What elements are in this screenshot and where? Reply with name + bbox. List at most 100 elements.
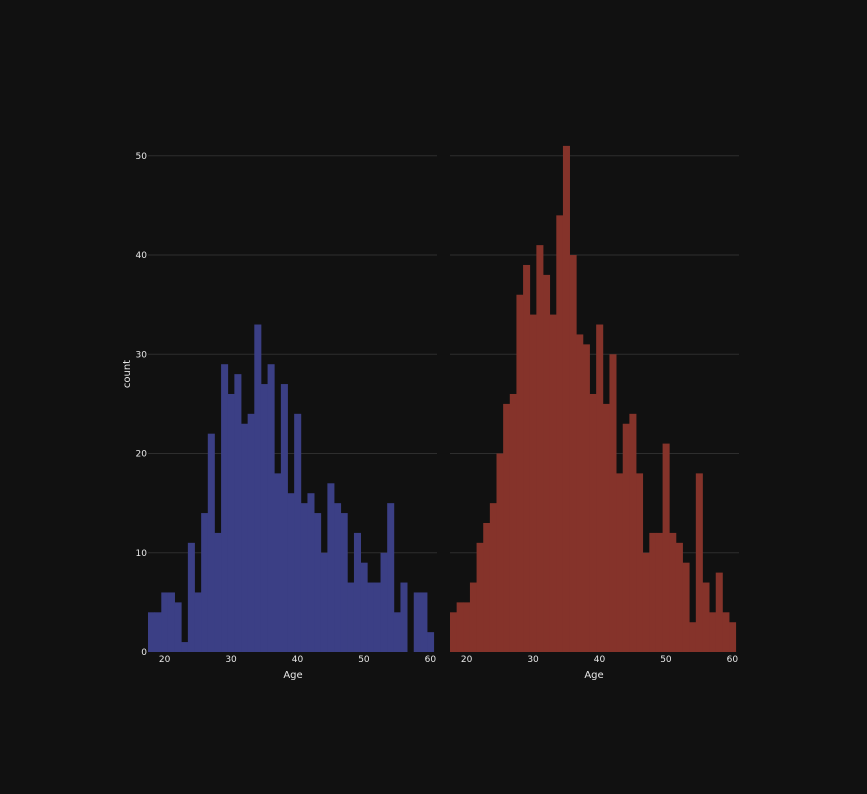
right-bars [450, 145, 737, 653]
right-x-tick-20: 20 [461, 655, 473, 665]
right-bar-age-57 [709, 612, 717, 652]
right-bar-age-27 [509, 393, 517, 652]
left-bar-age-21 [167, 592, 175, 652]
left-x-tick-50: 50 [358, 655, 370, 665]
left-bar-age-39 [287, 493, 295, 652]
left-bar-age-44 [320, 552, 328, 652]
right-bar-age-26 [503, 403, 511, 652]
left-bar-age-38 [280, 384, 288, 652]
right-bar-age-21 [469, 582, 477, 652]
left-bar-age-35 [260, 384, 268, 652]
left-bar-age-58 [413, 592, 421, 652]
right-bar-age-46 [636, 473, 644, 652]
left-bar-age-31 [234, 374, 242, 652]
right-bar-age-32 [543, 274, 551, 652]
right-bar-age-42 [609, 354, 617, 652]
right-bar-age-52 [675, 542, 683, 652]
right-bar-age-47 [642, 552, 650, 652]
left-bar-age-46 [334, 503, 342, 652]
left-bar-age-52 [373, 582, 381, 652]
left-bar-age-56 [400, 582, 408, 652]
left-bar-age-54 [387, 503, 395, 652]
right-bar-age-59 [722, 612, 730, 652]
left-y-tick-20: 20 [136, 450, 148, 460]
left-bar-age-19 [154, 612, 162, 652]
left-bar-age-43 [314, 513, 322, 652]
right-bar-age-35 [562, 145, 570, 652]
right-x-tick-60: 60 [727, 655, 739, 665]
left-x-tick-20: 20 [159, 655, 171, 665]
left-bar-age-49 [353, 532, 361, 652]
left-bar-age-42 [307, 493, 315, 652]
left-bar-age-25 [194, 592, 202, 652]
subplot-left: 20 30 40 50 60 0 10 20 30 40 50 Age count [122, 152, 437, 681]
right-bar-age-49 [655, 532, 663, 652]
left-x-tick-labels: 20 30 40 50 60 [159, 655, 436, 665]
right-bar-age-29 [523, 264, 531, 652]
left-bar-age-40 [294, 413, 302, 652]
left-x-axis-label: Age [283, 670, 302, 681]
left-bar-age-45 [327, 483, 335, 652]
right-bar-age-25 [496, 453, 504, 652]
right-bar-age-33 [549, 314, 557, 652]
right-bar-age-54 [689, 622, 697, 652]
right-bar-age-30 [529, 314, 537, 652]
left-bar-age-47 [340, 513, 348, 652]
right-bar-age-22 [476, 542, 484, 652]
left-bar-age-30 [227, 393, 235, 652]
left-y-tick-30: 30 [136, 350, 148, 360]
left-bar-age-59 [420, 592, 428, 652]
right-bar-age-28 [516, 294, 524, 652]
right-bar-age-41 [602, 403, 610, 652]
left-y-axis-label: count [122, 360, 133, 388]
left-x-tick-60: 60 [425, 655, 437, 665]
right-bar-age-58 [715, 572, 723, 652]
right-bar-age-53 [682, 562, 690, 652]
right-x-tick-labels: 20 30 40 50 60 [461, 655, 738, 665]
left-bar-age-55 [393, 612, 401, 652]
left-bar-age-37 [274, 473, 282, 652]
left-y-tick-labels: 0 10 20 30 40 50 [136, 152, 148, 658]
right-bar-age-18 [450, 612, 458, 652]
left-bar-age-29 [221, 364, 229, 652]
right-bar-age-44 [622, 423, 630, 652]
left-bar-age-41 [300, 503, 308, 652]
left-y-tick-0: 0 [141, 648, 147, 658]
left-y-tick-40: 40 [136, 251, 148, 261]
right-bar-age-24 [489, 503, 497, 652]
right-bar-age-39 [589, 393, 597, 652]
right-bar-age-36 [569, 255, 577, 653]
left-bar-age-27 [207, 433, 215, 652]
right-bar-age-37 [576, 334, 584, 652]
left-bar-age-48 [347, 582, 355, 652]
right-bar-age-60 [729, 622, 737, 652]
left-bar-age-20 [161, 592, 169, 652]
right-bar-age-48 [649, 532, 657, 652]
left-bar-age-50 [360, 562, 368, 652]
left-x-tick-40: 40 [292, 655, 304, 665]
left-bar-age-53 [380, 552, 388, 652]
right-bar-age-56 [702, 582, 710, 652]
right-bar-age-34 [556, 215, 564, 652]
left-bar-age-34 [254, 324, 262, 652]
right-bar-age-19 [456, 602, 464, 652]
left-bar-age-22 [174, 602, 182, 652]
right-x-tick-30: 30 [527, 655, 539, 665]
left-bar-age-33 [247, 413, 255, 652]
left-bar-age-24 [187, 542, 195, 652]
left-bar-age-28 [214, 532, 222, 652]
right-x-tick-50: 50 [660, 655, 672, 665]
left-bar-age-60 [427, 632, 435, 652]
right-bar-age-45 [629, 413, 637, 652]
left-y-tick-10: 10 [136, 549, 148, 559]
left-bar-age-26 [201, 513, 209, 652]
left-bar-age-23 [181, 642, 189, 652]
right-bar-age-43 [616, 473, 624, 652]
right-bar-age-31 [536, 245, 544, 652]
right-bar-age-55 [695, 473, 703, 652]
right-bar-age-40 [596, 324, 604, 652]
right-bar-age-50 [662, 443, 670, 652]
left-bar-age-36 [267, 364, 275, 652]
right-x-axis-label: Age [584, 670, 603, 681]
